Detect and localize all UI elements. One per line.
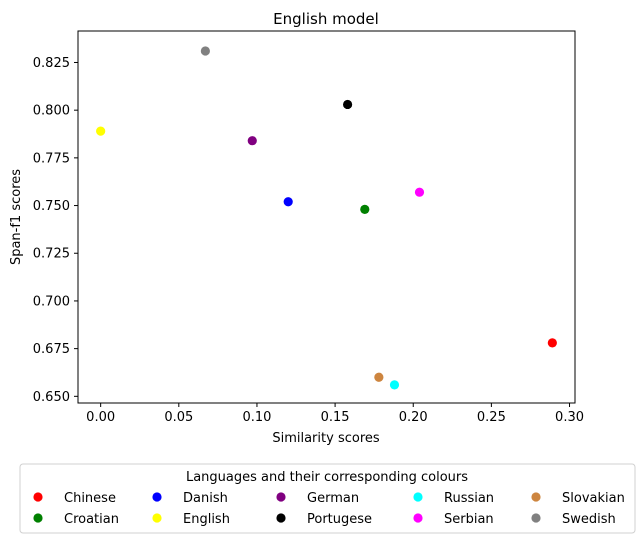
legend-label-swedish: Swedish	[562, 512, 616, 527]
legend-label-portugese: Portugese	[307, 512, 372, 527]
y-axis: 0.650 0.675 0.700 0.725 0.750 0.775 0.800 0.825	[33, 56, 78, 405]
legend-marker-german	[276, 492, 286, 502]
legend-label-slovakian: Slovakian	[562, 491, 625, 506]
y-tick-label: 0.700	[33, 294, 70, 309]
data-points	[96, 46, 557, 390]
legend-label-chinese: Chinese	[64, 491, 116, 506]
plot-area	[77, 30, 576, 404]
legend-items: Chinese Croatian Danish English German Portug…	[33, 491, 625, 527]
legend-label-english: English	[183, 512, 230, 527]
x-tick-label: 0.25	[477, 410, 506, 425]
x-tick-label: 0.00	[86, 410, 115, 425]
legend-marker-slovakian	[531, 492, 541, 502]
legend-box	[19, 463, 636, 534]
x-tick-label: 0.30	[555, 410, 584, 425]
legend-marker-danish	[152, 492, 162, 502]
y-axis-label: Span-f1 scores	[9, 169, 24, 265]
legend-marker-serbian	[413, 513, 423, 523]
point-german	[247, 136, 257, 146]
x-axis-label: Similarity scores	[272, 431, 380, 446]
legend: Languages and their corresponding colour…	[19, 463, 636, 534]
x-axis: 0.00 0.05 0.10 0.15 0.20 0.25 0.30	[86, 403, 584, 425]
point-english	[96, 126, 106, 136]
point-swedish	[200, 46, 210, 56]
legend-label-danish: Danish	[183, 491, 228, 506]
y-tick-label: 0.800	[33, 104, 70, 119]
x-tick-label: 0.20	[399, 410, 428, 425]
y-tick-label: 0.725	[33, 247, 70, 262]
y-tick-label: 0.675	[33, 342, 70, 357]
legend-marker-portugese	[276, 513, 286, 523]
chart-title: English model	[273, 10, 379, 28]
legend-marker-english	[152, 513, 162, 523]
y-tick-label: 0.750	[33, 199, 70, 214]
point-slovakian	[374, 372, 384, 382]
point-russian	[389, 380, 400, 390]
point-serbian	[414, 187, 425, 197]
point-danish	[283, 197, 293, 207]
legend-marker-croatian	[33, 513, 43, 523]
legend-title: Languages and their corresponding colour…	[186, 470, 468, 485]
legend-marker-chinese	[33, 492, 43, 502]
point-croatian	[360, 204, 370, 214]
legend-label-german: German	[307, 491, 359, 506]
y-tick-label: 0.825	[33, 56, 70, 71]
legend-marker-russian	[413, 492, 423, 502]
point-portugese	[342, 99, 353, 110]
point-chinese	[547, 338, 557, 348]
legend-label-russian: Russian	[444, 491, 494, 506]
x-tick-label: 0.10	[242, 410, 271, 425]
x-tick-label: 0.15	[321, 410, 350, 425]
legend-label-croatian: Croatian	[64, 512, 119, 527]
y-tick-label: 0.650	[33, 390, 70, 405]
legend-marker-swedish	[531, 513, 541, 523]
legend-label-serbian: Serbian	[444, 512, 494, 527]
x-tick-label: 0.05	[164, 410, 193, 425]
y-tick-label: 0.775	[33, 151, 70, 166]
